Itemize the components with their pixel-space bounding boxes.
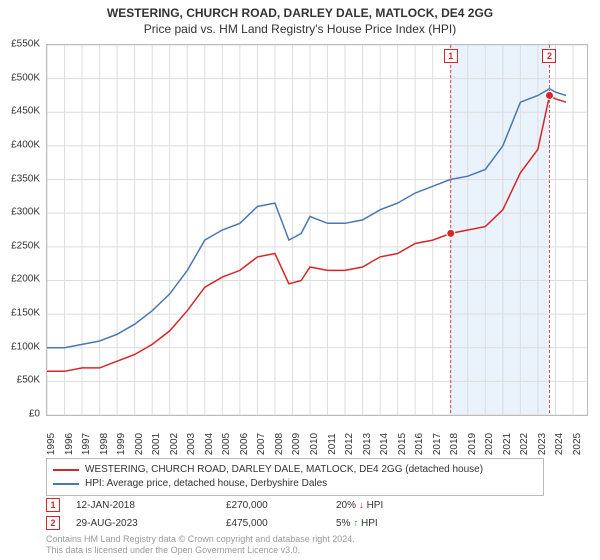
transaction-1-price: £270,000	[226, 500, 336, 511]
chart-container: WESTERING, CHURCH ROAD, DARLEY DALE, MAT…	[0, 0, 600, 560]
x-tick-label: 1997	[81, 433, 92, 455]
x-tick-label: 1998	[99, 433, 110, 455]
y-tick-label: £400K	[11, 139, 40, 150]
y-tick-label: £300K	[11, 207, 40, 218]
main-title: WESTERING, CHURCH ROAD, DARLEY DALE, MAT…	[0, 6, 600, 20]
legend-row-property: WESTERING, CHURCH ROAD, DARLEY DALE, MAT…	[53, 463, 537, 477]
x-tick-label: 2003	[186, 433, 197, 455]
x-tick-label: 2006	[239, 433, 250, 455]
x-tick-label: 2005	[221, 433, 232, 455]
x-tick-label: 2018	[449, 433, 460, 455]
y-tick-label: £0	[29, 409, 40, 420]
x-tick-label: 2019	[467, 433, 478, 455]
x-tick-label: 1999	[116, 433, 127, 455]
up-arrow-icon: ↑	[353, 518, 358, 529]
x-tick-label: 1996	[64, 433, 75, 455]
x-tick-label: 2015	[397, 433, 408, 455]
title-block: WESTERING, CHURCH ROAD, DARLEY DALE, MAT…	[0, 0, 600, 36]
x-tick-label: 2025	[572, 433, 583, 455]
x-tick-label: 2012	[344, 433, 355, 455]
x-tick-label: 2008	[274, 433, 285, 455]
legend-swatch-property	[53, 469, 79, 471]
x-tick-label: 2014	[379, 433, 390, 455]
chart-marker-2: 2	[542, 49, 556, 63]
y-tick-label: £200K	[11, 274, 40, 285]
y-tick-label: £350K	[11, 173, 40, 184]
x-tick-label: 2009	[291, 433, 302, 455]
legend-label-property: WESTERING, CHURCH ROAD, DARLEY DALE, MAT…	[85, 463, 483, 477]
transaction-2-date: 29-AUG-2023	[76, 518, 226, 529]
legend-label-hpi: HPI: Average price, detached house, Derb…	[85, 477, 327, 491]
marker-1-icon: 1	[46, 498, 60, 512]
transaction-2-pct: 5% ↑ HPI	[336, 518, 446, 529]
y-tick-label: £500K	[11, 72, 40, 83]
transaction-row-1: 1 12-JAN-2018 £270,000 20% ↓ HPI	[46, 496, 544, 514]
down-arrow-icon: ↓	[359, 500, 364, 511]
y-tick-label: £50K	[17, 375, 40, 386]
legend: WESTERING, CHURCH ROAD, DARLEY DALE, MAT…	[46, 458, 544, 496]
legend-swatch-hpi	[53, 483, 79, 485]
transaction-1-date: 12-JAN-2018	[76, 500, 226, 511]
legend-row-hpi: HPI: Average price, detached house, Derb…	[53, 477, 537, 491]
chart-svg	[47, 45, 587, 415]
x-tick-label: 2002	[169, 433, 180, 455]
y-tick-label: £550K	[11, 39, 40, 50]
transaction-2-price: £475,000	[226, 518, 336, 529]
x-tick-label: 2001	[151, 433, 162, 455]
y-axis-labels: £0£50K£100K£150K£200K£250K£300K£350K£400…	[0, 44, 44, 414]
y-tick-label: £250K	[11, 240, 40, 251]
x-tick-label: 2022	[519, 433, 530, 455]
attribution-line-2: This data is licensed under the Open Gov…	[46, 545, 556, 556]
chart-marker-1: 1	[444, 49, 458, 63]
y-tick-label: £150K	[11, 308, 40, 319]
x-tick-label: 2021	[502, 433, 513, 455]
plot-area: 12	[46, 44, 588, 416]
x-tick-label: 2023	[537, 433, 548, 455]
y-tick-label: £450K	[11, 106, 40, 117]
x-axis-labels: 1995 1996 1997 1998 1999 2000 2001 2002 2003 2004…	[46, 416, 586, 456]
marker-2-icon: 2	[46, 516, 60, 530]
x-tick-label: 2011	[327, 433, 338, 455]
x-tick-label: 2016	[414, 433, 425, 455]
attribution: Contains HM Land Registry data © Crown c…	[46, 534, 556, 556]
x-tick-label: 2000	[134, 433, 145, 455]
transaction-row-2: 2 29-AUG-2023 £475,000 5% ↑ HPI	[46, 514, 544, 532]
x-tick-label: 1995	[46, 433, 57, 455]
x-tick-label: 2013	[362, 433, 373, 455]
x-tick-label: 2024	[554, 433, 565, 455]
x-tick-label: 2017	[432, 433, 443, 455]
attribution-line-1: Contains HM Land Registry data © Crown c…	[46, 534, 556, 545]
x-tick-label: 2020	[484, 433, 495, 455]
transaction-1-pct: 20% ↓ HPI	[336, 500, 446, 511]
x-tick-label: 2007	[256, 433, 267, 455]
transaction-table: 1 12-JAN-2018 £270,000 20% ↓ HPI 2 29-AU…	[46, 496, 544, 532]
x-tick-label: 2010	[309, 433, 320, 455]
x-tick-label: 2004	[204, 433, 215, 455]
y-tick-label: £100K	[11, 341, 40, 352]
sub-title: Price paid vs. HM Land Registry's House …	[0, 22, 600, 36]
